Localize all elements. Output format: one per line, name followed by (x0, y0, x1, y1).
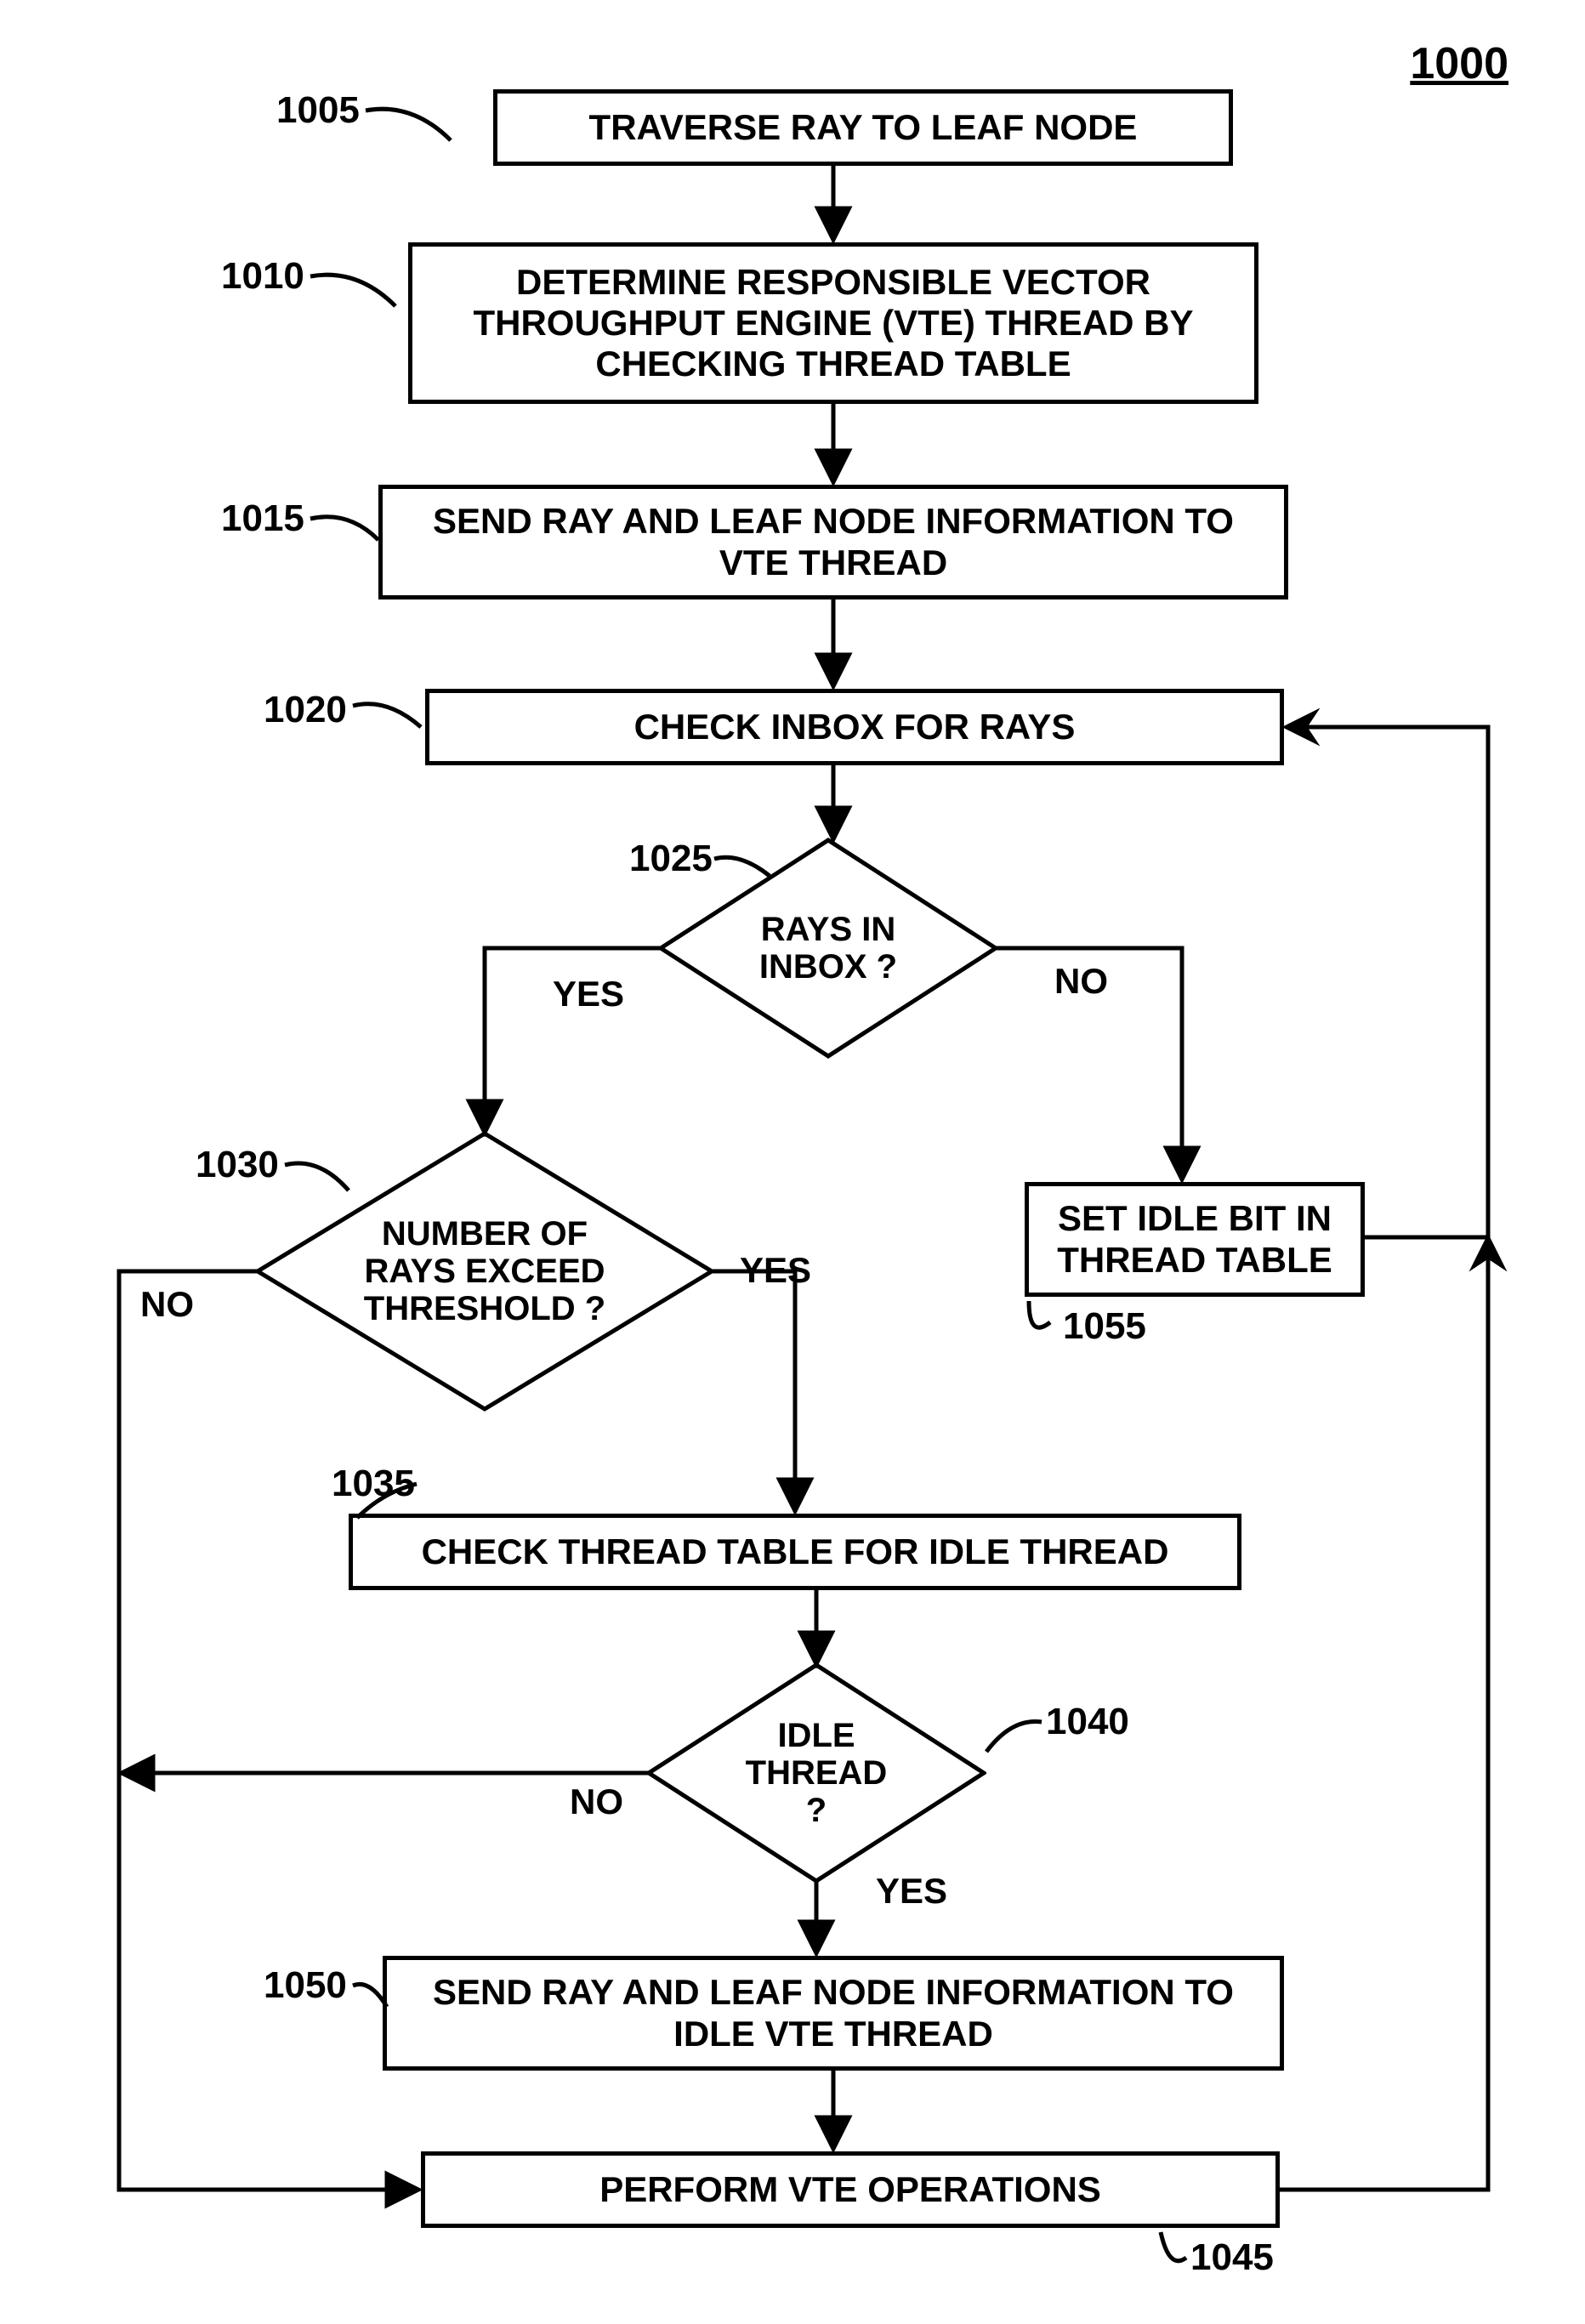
node-1055: SET IDLE BIT IN THREAD TABLE (1025, 1182, 1365, 1297)
node-1040: IDLE THREAD ? (646, 1662, 986, 1884)
edge-1030-yes: YES (740, 1250, 811, 1291)
node-1020: CHECK INBOX FOR RAYS (425, 689, 1284, 765)
ref-1030: 1030 (196, 1144, 279, 1186)
node-1030: NUMBER OF RAYS EXCEED THRESHOLD ? (255, 1131, 714, 1412)
ref-1015: 1015 (221, 497, 304, 540)
ref-1035: 1035 (332, 1463, 415, 1505)
ref-1045: 1045 (1190, 2236, 1274, 2279)
edge-1040-yes: YES (876, 1871, 947, 1912)
node-1015: SEND RAY AND LEAF NODE INFORMATION TO VT… (378, 485, 1288, 599)
flowchart-canvas: 1000 TRAVERSE RAY TO LEAF NODE 1005 DETE… (0, 0, 1585, 2324)
ref-1010: 1010 (221, 255, 304, 298)
ref-1040: 1040 (1046, 1701, 1129, 1743)
edge-1040-no: NO (570, 1781, 623, 1822)
figure-label: 1000 (1410, 38, 1508, 89)
edge-1025-yes: YES (553, 974, 624, 1014)
node-1010: DETERMINE RESPONSIBLE VECTOR THROUGHPUT … (408, 242, 1258, 404)
edge-1030-no: NO (140, 1284, 194, 1325)
node-1045: PERFORM VTE OPERATIONS (421, 2151, 1280, 2228)
node-1035: CHECK THREAD TABLE FOR IDLE THREAD (349, 1514, 1241, 1590)
ref-1020: 1020 (264, 689, 347, 731)
ref-1050: 1050 (264, 1964, 347, 2007)
ref-1025: 1025 (629, 838, 713, 880)
node-1005: TRAVERSE RAY TO LEAF NODE (493, 89, 1233, 166)
edge-1025-no: NO (1054, 961, 1108, 1002)
ref-1055: 1055 (1063, 1305, 1146, 1348)
node-1050: SEND RAY AND LEAF NODE INFORMATION TO ID… (383, 1956, 1284, 2071)
ref-1005: 1005 (276, 89, 360, 132)
